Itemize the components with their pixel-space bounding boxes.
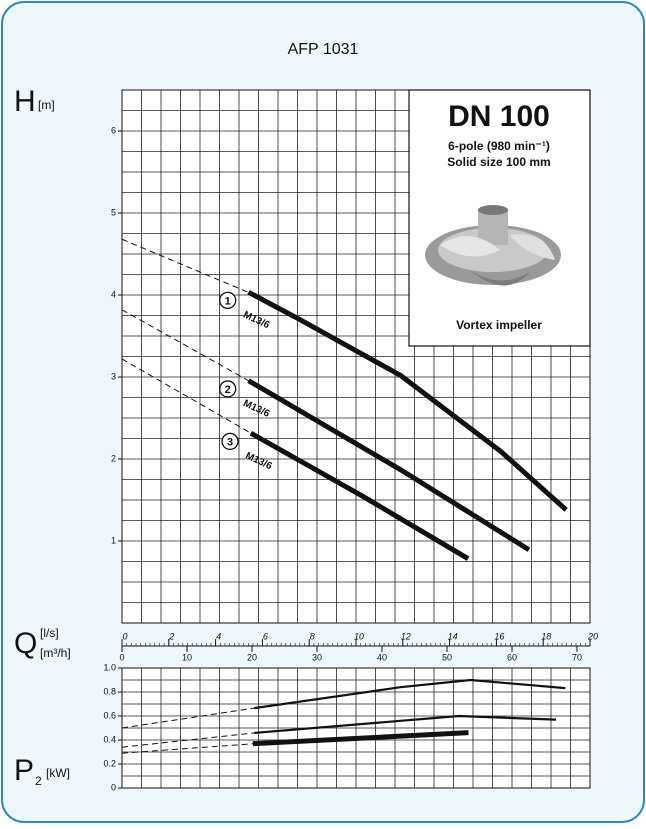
x-tick-label: 8 [310, 631, 315, 641]
x-tick-label: 6 [263, 631, 268, 641]
y-tick-label: 1.0 [103, 662, 116, 672]
curve-label: 1 [225, 295, 231, 307]
y-tick-label: 0.2 [103, 758, 116, 768]
axis-unit: [m³/h] [40, 646, 71, 660]
extrapolated-curve [121, 358, 254, 435]
x-tick-label: 4 [216, 631, 221, 641]
curve [254, 714, 557, 734]
curve-label: 3 [227, 436, 233, 448]
x2-tick-label: 40 [377, 652, 387, 662]
axis-sub: 2 [35, 774, 42, 788]
x-tick-label: 14 [448, 631, 458, 641]
y-tick-label: 0.4 [103, 734, 116, 744]
x2-tick-label: 60 [507, 652, 517, 662]
x-tick-label: 0 [122, 631, 127, 641]
x2-tick-label: 70 [572, 652, 582, 662]
extrapolated-curve [121, 309, 251, 383]
impeller-icon [425, 205, 561, 286]
info-box: DN 100 6-pole (980 min⁻¹) Solid size 100… [408, 89, 591, 347]
extrapolated-curve [121, 707, 256, 729]
y-tick-label: 5 [111, 207, 116, 217]
curve [247, 289, 568, 512]
info-caption: Vortex impeller [456, 318, 542, 332]
info-text: 6-pole (980 min⁻¹) [448, 139, 550, 153]
x2-tick-label: 0 [119, 652, 124, 662]
curve [254, 678, 566, 710]
y-tick-label: 3 [111, 371, 116, 381]
y-tick-label: 1 [111, 535, 116, 545]
x2-tick-label: 20 [247, 652, 257, 662]
axis-unit: [m] [38, 98, 55, 112]
x-tick-label: 20 [587, 631, 598, 641]
x-tick-label: 16 [494, 631, 504, 641]
curve-label: 2 [225, 384, 231, 396]
axis-label: P [14, 754, 34, 787]
y-tick-label: 0.6 [103, 710, 116, 720]
y-tick-label: 6 [111, 125, 116, 135]
curve-badge [219, 291, 237, 310]
extrapolated-curve [121, 743, 256, 754]
y-tick-label: 2 [111, 453, 116, 463]
info-text: Solid size 100 mm [447, 155, 550, 169]
extrapolated-curve [121, 238, 251, 294]
y-tick-label: 4 [111, 289, 116, 299]
axis-label: Q [14, 627, 37, 660]
curve-badge [221, 432, 239, 451]
x2-tick-label: 50 [442, 652, 452, 662]
x2-tick-label: 30 [312, 652, 322, 662]
x-tick-label: 10 [354, 631, 364, 641]
axis-unit: [kW] [46, 766, 70, 780]
x-tick-label: 2 [168, 631, 174, 641]
curve [247, 378, 531, 552]
y-tick-label: 0.8 [103, 686, 116, 696]
curve [252, 730, 469, 747]
curve-badge [219, 380, 237, 398]
extrapolated-curve [121, 732, 256, 748]
chart-title: AFP 1031 [288, 41, 359, 58]
curve [249, 430, 470, 561]
x-tick-label: 18 [541, 631, 551, 641]
axis-label: H [14, 85, 36, 118]
axis-unit: [l/s] [40, 626, 59, 640]
info-heading: DN 100 [448, 100, 550, 133]
x-tick-label: 12 [401, 631, 411, 641]
x2-tick-label: 10 [182, 652, 192, 662]
y-tick-label: 0 [111, 782, 116, 792]
